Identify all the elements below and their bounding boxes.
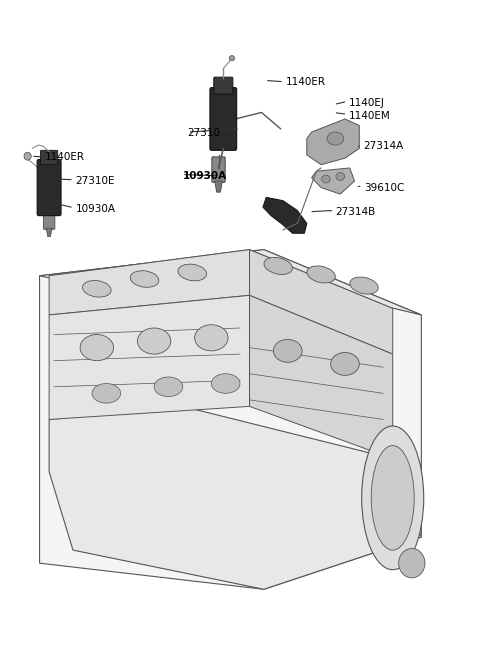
Text: 27314B: 27314B [336,207,376,216]
Polygon shape [49,250,250,315]
Polygon shape [49,406,421,589]
Ellipse shape [274,339,302,362]
FancyBboxPatch shape [37,159,61,216]
Polygon shape [250,250,393,354]
Text: 10930A: 10930A [183,171,227,181]
FancyBboxPatch shape [40,150,58,165]
Ellipse shape [154,377,183,397]
Ellipse shape [92,384,120,403]
FancyBboxPatch shape [43,207,55,230]
Text: 1140EJ: 1140EJ [349,98,384,108]
Ellipse shape [264,257,292,274]
Ellipse shape [24,152,31,160]
Ellipse shape [229,56,235,61]
Ellipse shape [211,374,240,394]
Text: 39610C: 39610C [364,183,405,194]
Ellipse shape [350,277,378,294]
Ellipse shape [336,173,345,180]
Text: 1140ER: 1140ER [285,77,325,87]
Text: 27310E: 27310E [75,176,115,186]
FancyBboxPatch shape [214,77,233,94]
Polygon shape [250,295,393,459]
Ellipse shape [327,132,344,145]
Polygon shape [39,250,421,589]
Ellipse shape [362,426,424,569]
Ellipse shape [80,335,114,361]
Ellipse shape [195,325,228,351]
Ellipse shape [399,548,425,578]
Text: 1140ER: 1140ER [44,152,84,162]
Polygon shape [312,168,355,194]
Polygon shape [49,295,250,419]
Ellipse shape [137,328,171,354]
Ellipse shape [130,271,159,287]
Polygon shape [307,119,360,165]
Ellipse shape [307,266,336,283]
Text: 1140EM: 1140EM [349,111,391,121]
Text: 27314A: 27314A [363,142,403,152]
Ellipse shape [371,445,414,550]
Polygon shape [215,181,222,192]
FancyBboxPatch shape [210,88,237,150]
Ellipse shape [83,281,111,297]
Polygon shape [263,197,307,234]
Polygon shape [39,250,421,315]
Ellipse shape [178,264,206,281]
Polygon shape [46,228,52,237]
Text: 10930A: 10930A [75,204,115,214]
Ellipse shape [331,352,360,375]
Polygon shape [49,250,393,328]
FancyBboxPatch shape [212,157,225,182]
Text: 27310: 27310 [188,129,220,138]
Ellipse shape [322,175,330,183]
